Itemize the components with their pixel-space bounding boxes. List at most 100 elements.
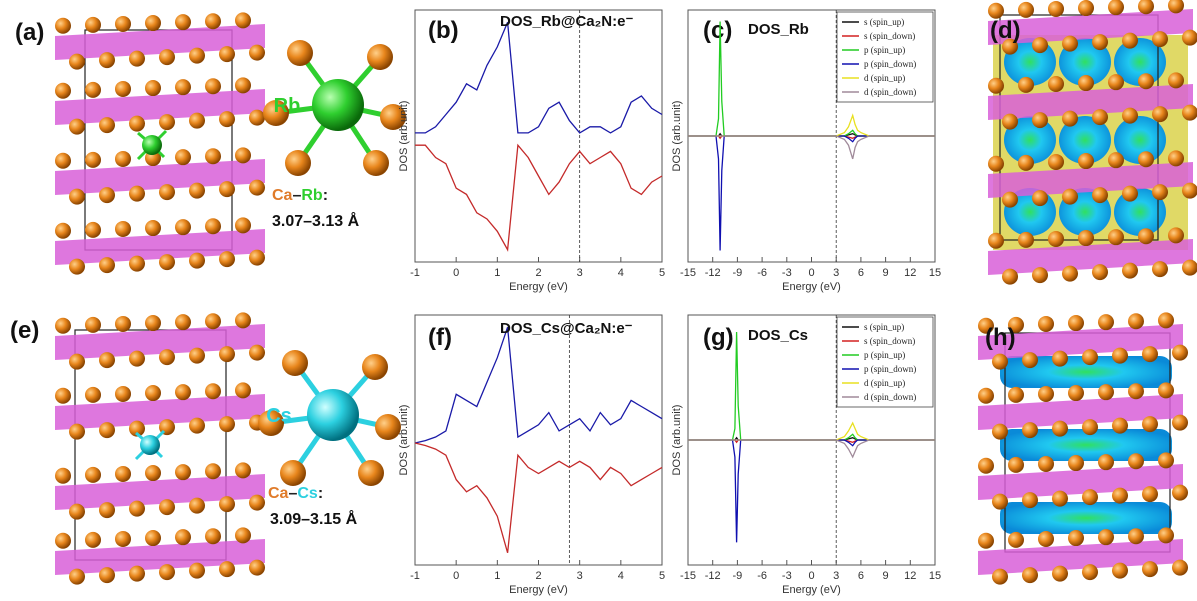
atom <box>205 463 221 480</box>
atom <box>1172 559 1188 576</box>
ca-slab <box>55 159 265 195</box>
legend-box <box>836 316 934 408</box>
atom <box>140 435 160 455</box>
atom <box>1038 455 1054 472</box>
atom <box>189 347 205 364</box>
ca-slab <box>988 9 1193 45</box>
atom <box>1092 187 1108 204</box>
atom <box>69 118 85 135</box>
atom <box>1068 315 1084 332</box>
atom <box>1052 350 1068 367</box>
atom <box>1062 35 1078 52</box>
panel-label: (h) <box>985 324 1016 351</box>
atom <box>1158 312 1174 329</box>
panel-label: (f) <box>428 324 452 351</box>
atom <box>115 465 131 482</box>
atom <box>159 349 175 366</box>
atom <box>978 317 994 334</box>
atom <box>55 317 71 334</box>
atom <box>219 416 235 433</box>
atom <box>115 530 131 547</box>
ca-slab <box>978 464 1183 500</box>
ca-slab <box>988 162 1193 198</box>
atom <box>249 109 265 126</box>
atom <box>1002 38 1018 55</box>
atom <box>145 465 161 482</box>
atom <box>129 500 145 517</box>
atom <box>249 249 265 266</box>
atom <box>159 114 175 131</box>
atom <box>99 117 115 134</box>
atom <box>159 564 175 581</box>
atom <box>1128 453 1144 470</box>
distance-label: 3.09–3.15 Å <box>270 509 358 528</box>
ca-slab <box>55 24 265 60</box>
atom <box>1082 489 1098 506</box>
atom <box>1032 267 1048 284</box>
atom <box>55 222 71 239</box>
atom <box>205 383 221 400</box>
atom <box>1002 268 1018 285</box>
atom <box>129 350 145 367</box>
atom <box>205 528 221 545</box>
atom <box>1122 107 1138 124</box>
atom <box>988 2 1004 19</box>
atom <box>1008 316 1024 333</box>
x-tick-label: 12 <box>904 570 916 582</box>
atom <box>189 497 205 514</box>
ca-slab <box>55 394 265 430</box>
atom <box>1078 0 1094 17</box>
bond-part: Ca <box>268 485 289 502</box>
atom <box>307 389 359 441</box>
atom <box>1098 314 1114 331</box>
atom <box>1082 349 1098 366</box>
ca-slab <box>978 539 1183 575</box>
atom <box>145 15 161 32</box>
atom <box>1142 346 1158 363</box>
atom <box>69 353 85 370</box>
atom <box>69 568 85 585</box>
atom <box>145 315 161 332</box>
atom <box>1048 0 1064 17</box>
atom <box>1168 72 1184 89</box>
atom <box>1158 382 1174 399</box>
atom <box>235 382 251 399</box>
bond-label: Ca–Cs: <box>268 485 323 502</box>
atom <box>1138 0 1154 15</box>
ca-slab <box>55 474 265 510</box>
x-tick-label: -12 <box>705 267 721 279</box>
bond-part: – <box>292 187 301 204</box>
bond-part: Cs <box>297 485 318 502</box>
atom <box>175 79 191 96</box>
atom <box>249 179 265 196</box>
bond-label: Ca–Rb: <box>272 187 328 204</box>
iso-blob <box>1059 116 1111 164</box>
ca-slab <box>55 324 265 360</box>
atom <box>1182 104 1197 121</box>
atom <box>380 104 406 130</box>
atom <box>219 251 235 268</box>
atom <box>99 187 115 204</box>
atom <box>205 313 221 330</box>
iso-band <box>1000 429 1172 461</box>
bond-part: : <box>318 485 323 502</box>
atom <box>1052 565 1068 582</box>
x-tick-label: 15 <box>929 267 941 279</box>
atom <box>55 387 71 404</box>
atom <box>1038 315 1054 332</box>
atom <box>1158 452 1174 469</box>
legend-label: s (spin_up) <box>864 17 904 27</box>
bond-part: : <box>323 187 328 204</box>
atom <box>115 385 131 402</box>
atom <box>1082 419 1098 436</box>
legend-label: d (spin_down) <box>864 87 916 97</box>
atom <box>99 567 115 584</box>
atom <box>282 350 308 376</box>
atom <box>1112 487 1128 504</box>
ca-slab <box>988 239 1193 275</box>
atom <box>1158 527 1174 544</box>
atom <box>175 384 191 401</box>
atom <box>85 386 101 403</box>
atom <box>1098 529 1114 546</box>
